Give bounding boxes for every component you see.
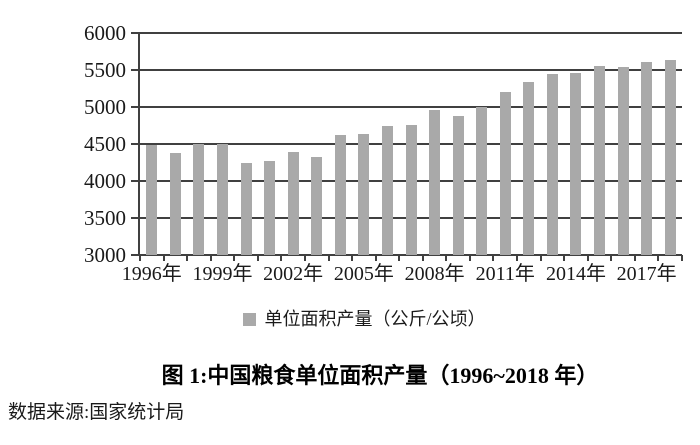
y-tick-label-5500: 5500 bbox=[84, 58, 126, 82]
x-tick-mark bbox=[539, 255, 542, 261]
x-tick-label-2008年: 2008年 bbox=[404, 263, 465, 285]
y-axis: 3000 3500 4000 4500 5000 5500 6000 bbox=[0, 22, 126, 266]
bar-1999 bbox=[216, 144, 228, 255]
y-tick-label-6000: 6000 bbox=[84, 21, 126, 45]
legend: 单位面积产量（公斤/公顷） bbox=[14, 308, 700, 330]
bar-2008 bbox=[429, 109, 441, 255]
x-tick-mark bbox=[233, 255, 236, 261]
y-tick-label-4500: 4500 bbox=[84, 132, 126, 156]
bar-2014 bbox=[570, 72, 582, 255]
x-tick-label-1999年: 1999年 bbox=[192, 263, 253, 285]
bar-2013 bbox=[546, 74, 558, 255]
x-tick-mark bbox=[516, 255, 519, 261]
bar-2001 bbox=[264, 161, 276, 255]
x-tick-mark bbox=[327, 255, 330, 261]
x-tick-label-2014年: 2014年 bbox=[545, 263, 606, 285]
x-tick-mark bbox=[681, 255, 683, 261]
x-tick-label-2011年: 2011年 bbox=[475, 263, 535, 285]
figure-caption: 图 1:中国粮食单位面积产量（1996~2018 年） bbox=[161, 363, 599, 388]
bar-2015 bbox=[594, 66, 606, 255]
source-note: 数据来源:国家统计局 bbox=[8, 402, 185, 423]
x-tick-label-1996年: 1996年 bbox=[121, 263, 182, 285]
x-tick-label-2017年: 2017年 bbox=[616, 263, 677, 285]
x-tick-mark bbox=[351, 255, 354, 261]
x-tick-mark bbox=[186, 255, 189, 261]
y-tick-label-3000: 3000 bbox=[84, 243, 126, 267]
x-tick-mark bbox=[633, 255, 636, 261]
x-tick-mark bbox=[657, 255, 660, 261]
bar-2018 bbox=[664, 60, 676, 255]
x-tick-label-2002年: 2002年 bbox=[263, 263, 324, 285]
x-tick-mark bbox=[421, 255, 424, 261]
x-tick-mark bbox=[280, 255, 283, 261]
bar-2010 bbox=[476, 107, 488, 255]
bar-2007 bbox=[405, 124, 417, 255]
gridline-3000 bbox=[131, 254, 682, 256]
x-tick-label-2005年: 2005年 bbox=[333, 263, 394, 285]
gridline-5000 bbox=[131, 106, 682, 108]
bar-2011 bbox=[499, 92, 511, 255]
legend-label: 单位面积产量（公斤/公顷） bbox=[264, 309, 486, 329]
gridline-6000 bbox=[131, 32, 682, 34]
x-tick-mark bbox=[256, 255, 259, 261]
bar-2005 bbox=[358, 133, 370, 255]
y-tick-label-3500: 3500 bbox=[84, 206, 126, 230]
x-tick-mark bbox=[492, 255, 495, 261]
bar-2004 bbox=[334, 135, 346, 255]
bar-2000 bbox=[240, 162, 252, 255]
x-tick-mark bbox=[610, 255, 613, 261]
bar-2012 bbox=[523, 81, 535, 255]
bar-2016 bbox=[617, 67, 629, 255]
bar-2017 bbox=[641, 61, 653, 255]
x-tick-mark bbox=[398, 255, 401, 261]
bar-2002 bbox=[287, 152, 299, 255]
x-tick-mark bbox=[209, 255, 212, 261]
bar-2009 bbox=[452, 115, 464, 255]
y-tick-label-5000: 5000 bbox=[84, 95, 126, 119]
y-tick-label-4000: 4000 bbox=[84, 169, 126, 193]
x-tick-mark bbox=[468, 255, 471, 261]
bar-2003 bbox=[311, 156, 323, 255]
bar-1998 bbox=[193, 144, 205, 255]
x-tick-mark bbox=[563, 255, 566, 261]
x-tick-mark bbox=[445, 255, 448, 261]
x-tick-mark bbox=[374, 255, 377, 261]
gridline-5500 bbox=[131, 69, 682, 71]
x-tick-mark bbox=[303, 255, 306, 261]
x-tick-mark bbox=[162, 255, 165, 261]
bar-1996 bbox=[146, 145, 158, 255]
legend-swatch bbox=[242, 312, 256, 326]
bar-1997 bbox=[169, 152, 181, 255]
plot-area: 1996年 1999年 2002年 2005年 2008年 2011年 2014年 2017年 bbox=[122, 32, 683, 285]
x-tick-mark bbox=[586, 255, 589, 261]
bar-2006 bbox=[381, 126, 393, 255]
x-tick-mark bbox=[139, 255, 141, 261]
